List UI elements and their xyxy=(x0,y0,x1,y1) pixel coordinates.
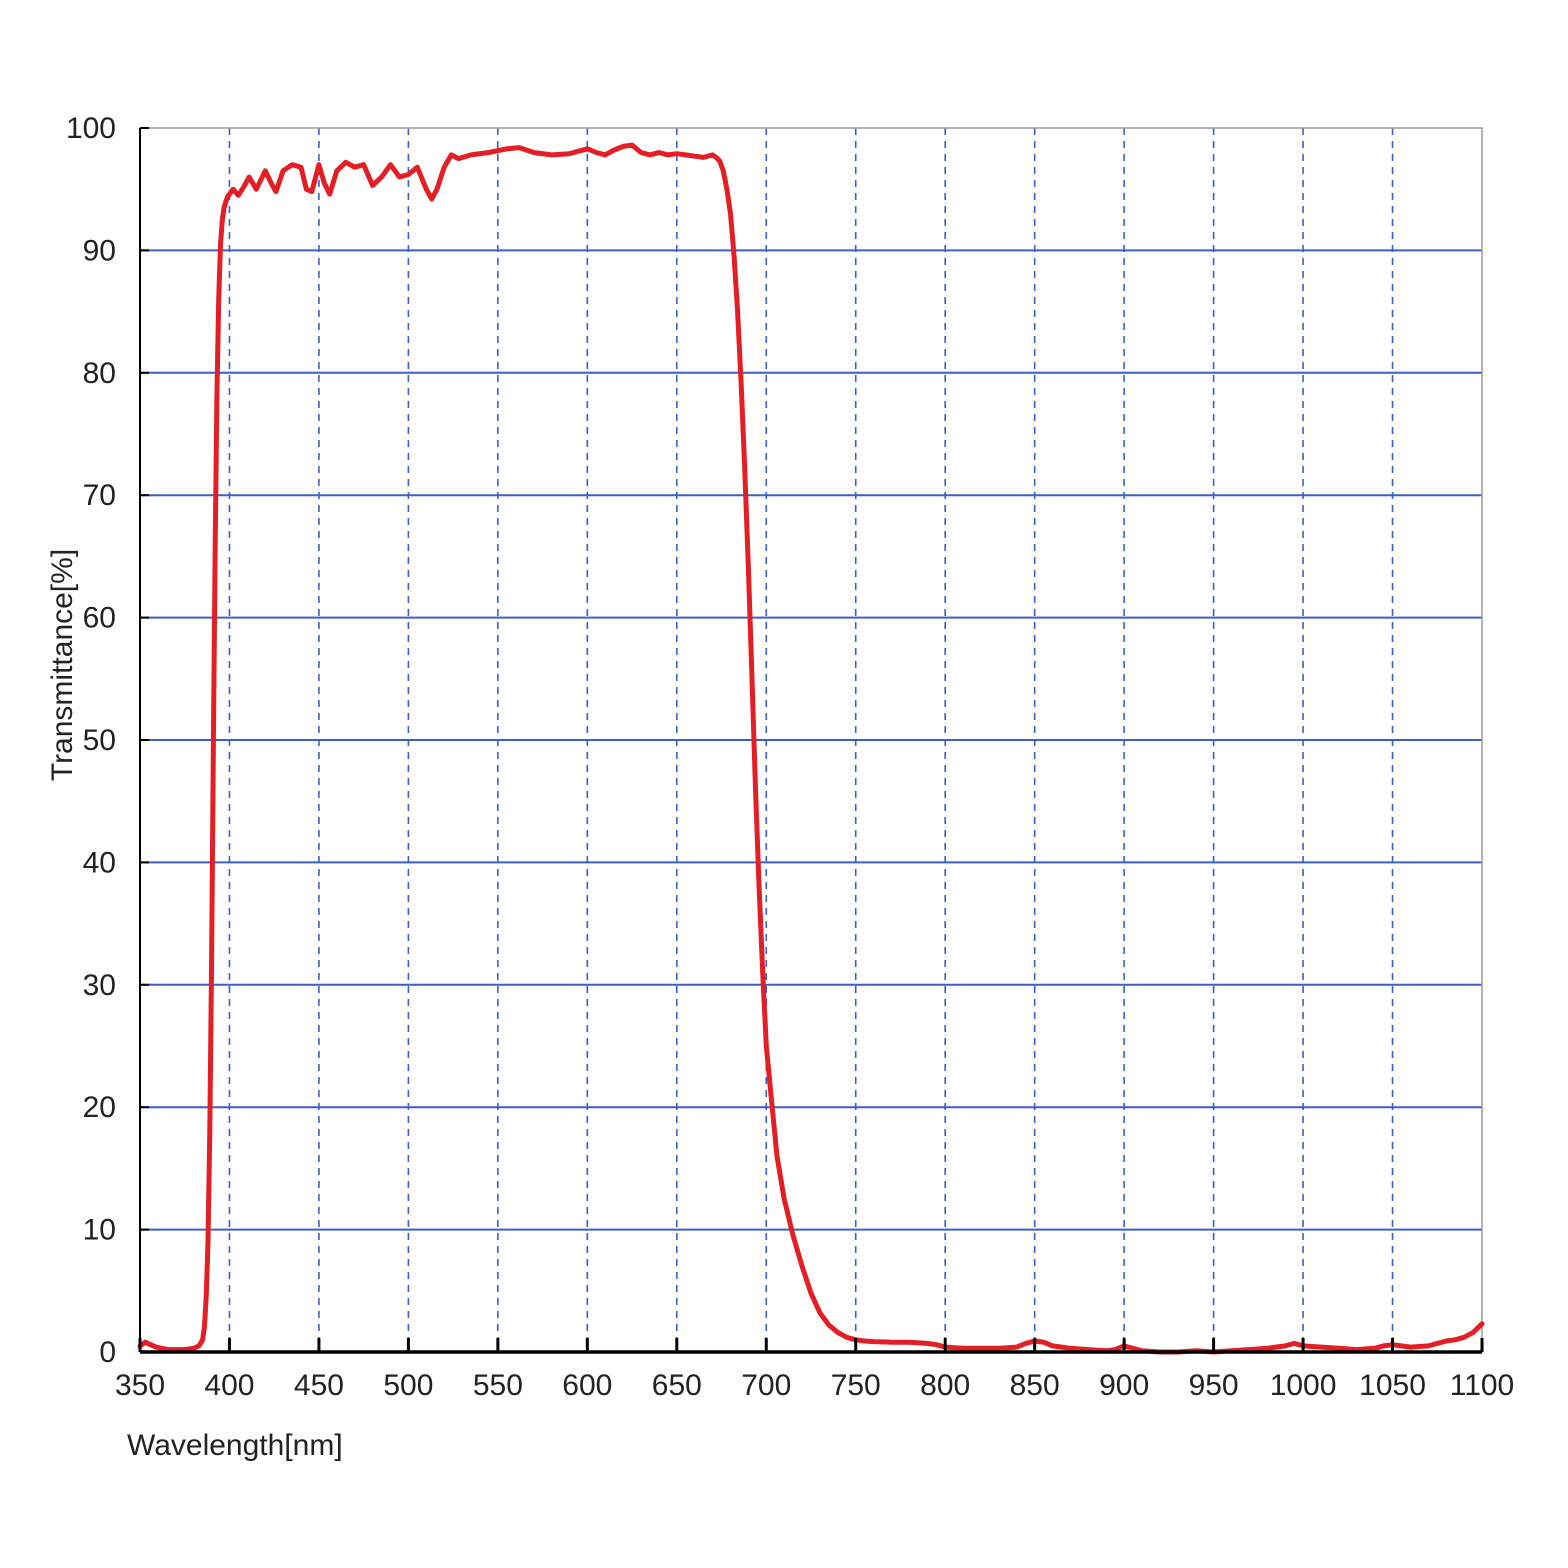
y-tick-label: 30 xyxy=(83,969,116,1002)
x-tick-label: 850 xyxy=(1010,1369,1060,1402)
y-tick-label: 10 xyxy=(83,1214,116,1247)
series-layer xyxy=(137,142,1485,1355)
y-tick-label: 70 xyxy=(83,479,116,512)
y-tick-label: 80 xyxy=(83,357,116,390)
y-tick-label: 20 xyxy=(83,1091,116,1124)
y-tick-label: 40 xyxy=(83,846,116,879)
x-tick-label: 350 xyxy=(115,1369,165,1402)
x-tick-label: 1050 xyxy=(1359,1369,1426,1402)
x-tick-label: 950 xyxy=(1189,1369,1239,1402)
tick-labels: 350 400 450 500 550 600 650 700 750 800 850 900 950 1… xyxy=(66,112,1514,1402)
x-tick-label: 1000 xyxy=(1270,1369,1337,1402)
x-tick-label: 700 xyxy=(741,1369,791,1402)
grid xyxy=(140,128,1482,1352)
x-tick-label: 450 xyxy=(294,1369,344,1402)
x-axis-title: Wavelength[nm] xyxy=(127,1429,343,1462)
axes xyxy=(138,127,1484,1354)
y-tick-label: 100 xyxy=(66,112,116,145)
x-tick-label: 800 xyxy=(920,1369,970,1402)
y-axis-title: Transmittance[%] xyxy=(46,549,79,781)
x-tick-label: 500 xyxy=(383,1369,433,1402)
x-tick-label: 550 xyxy=(473,1369,523,1402)
x-tick-label: 400 xyxy=(204,1369,254,1402)
series-line xyxy=(137,142,1485,1355)
x-tick-label: 750 xyxy=(831,1369,881,1402)
y-tick-label: 50 xyxy=(83,724,116,757)
y-tick-label: 60 xyxy=(83,602,116,635)
x-tick-label: 650 xyxy=(652,1369,702,1402)
y-tick-label: 90 xyxy=(83,234,116,267)
x-tick-label: 1100 xyxy=(1450,1369,1515,1402)
y-tick-label: 0 xyxy=(99,1336,116,1369)
x-tick-label: 900 xyxy=(1099,1369,1149,1402)
x-tick-label: 600 xyxy=(562,1369,612,1402)
